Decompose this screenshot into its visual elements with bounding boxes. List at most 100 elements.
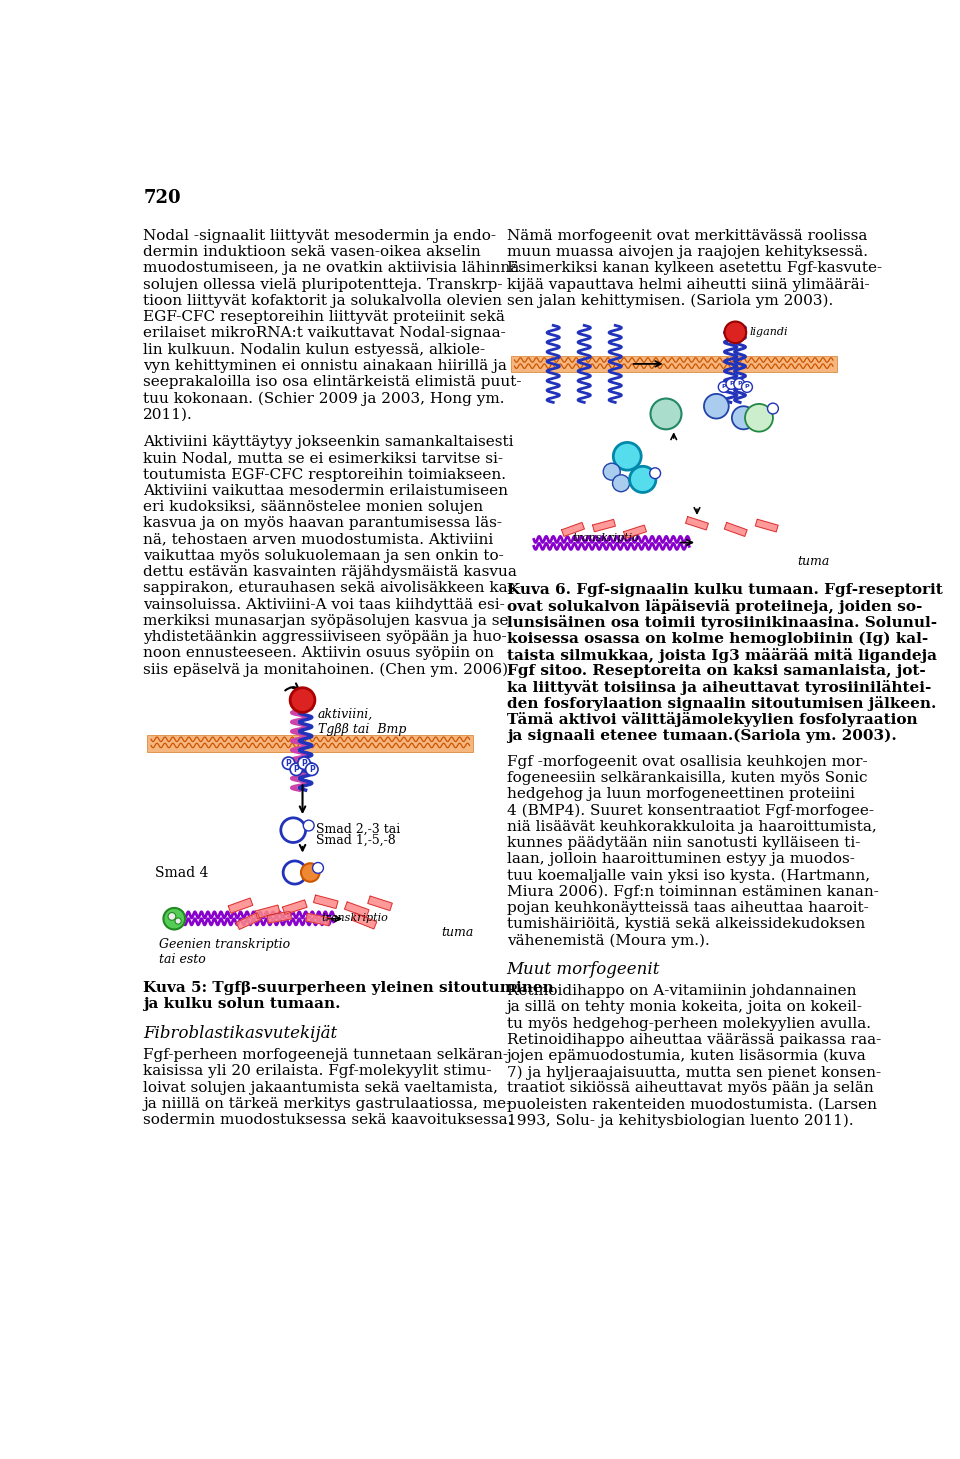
Text: tioon liittyvät kofaktorit ja solukalvolla olevien: tioon liittyvät kofaktorit ja solukalvol… <box>143 293 502 308</box>
Text: traatiot sikiössä aiheuttavat myös pään ja selän: traatiot sikiössä aiheuttavat myös pään … <box>507 1081 874 1096</box>
Text: P: P <box>301 759 307 767</box>
Circle shape <box>603 463 620 480</box>
Circle shape <box>298 757 310 769</box>
Text: Muut morfogeenit: Muut morfogeenit <box>507 961 660 978</box>
Circle shape <box>290 687 315 712</box>
Text: Retinoidihappo on A-vitamiinin johdannainen: Retinoidihappo on A-vitamiinin johdannai… <box>507 983 856 998</box>
Circle shape <box>168 912 176 921</box>
Text: muun muassa aivojen ja raajojen kehityksessä.: muun muassa aivojen ja raajojen kehityks… <box>507 245 868 260</box>
Circle shape <box>283 861 306 884</box>
Polygon shape <box>562 522 585 537</box>
Text: merkiksi munasarjan syöpäsolujen kasvua ja se: merkiksi munasarjan syöpäsolujen kasvua … <box>143 614 509 627</box>
Circle shape <box>163 907 185 929</box>
Text: kijää vapauttava helmi aiheutti siinä ylimääräi-: kijää vapauttava helmi aiheutti siinä yl… <box>507 277 870 292</box>
Circle shape <box>613 442 641 470</box>
Text: 7) ja hyljeraajaisuutta, mutta sen pienet konsen-: 7) ja hyljeraajaisuutta, mutta sen piene… <box>507 1065 881 1080</box>
Text: 720: 720 <box>143 188 180 207</box>
Bar <box>147 735 473 751</box>
Text: lunsisäinen osa toimii tyrosiinikinaasina. Solunul-: lunsisäinen osa toimii tyrosiinikinaasin… <box>507 616 937 630</box>
Text: muodostumiseen, ja ne ovatkin aktiivisia lähinnä: muodostumiseen, ja ne ovatkin aktiivisia… <box>143 261 519 276</box>
Text: vaikuttaa myös solukuolemaan ja sen onkin to-: vaikuttaa myös solukuolemaan ja sen onki… <box>143 549 504 563</box>
Polygon shape <box>267 912 292 924</box>
Text: P: P <box>771 406 776 411</box>
Text: Smad 1,-5,-8: Smad 1,-5,-8 <box>317 835 396 848</box>
Polygon shape <box>592 519 615 531</box>
Text: vainsoluissa. Aktiviini-A voi taas kiihdyttää esi-: vainsoluissa. Aktiviini-A voi taas kiihd… <box>143 598 505 611</box>
Text: Aktiviini käyttäytyy jokseenkin samankaltaisesti: Aktiviini käyttäytyy jokseenkin samankal… <box>143 435 514 449</box>
Text: ligandi: ligandi <box>750 327 788 337</box>
Polygon shape <box>236 913 260 929</box>
Text: dermin induktioon sekä vasen-oikea akselin: dermin induktioon sekä vasen-oikea aksel… <box>143 245 481 260</box>
Text: ka liittyvät toisiinsa ja aiheuttavat tyrosiinilähtei-: ka liittyvät toisiinsa ja aiheuttavat ty… <box>507 680 931 694</box>
Text: eri kudoksiksi, säännöstelee monien solujen: eri kudoksiksi, säännöstelee monien solu… <box>143 500 484 514</box>
Circle shape <box>745 404 773 432</box>
Text: ATP: ATP <box>706 401 727 411</box>
Text: Geenien transkriptio
tai esto: Geenien transkriptio tai esto <box>158 938 290 966</box>
Text: ja niillä on tärkeä merkitys gastrulaatiossa, me-: ja niillä on tärkeä merkitys gastrulaati… <box>143 1097 512 1110</box>
Text: P: P <box>286 759 292 767</box>
Polygon shape <box>228 899 252 913</box>
Text: Aktiviini vaikuttaa mesodermin erilaistumiseen: Aktiviini vaikuttaa mesodermin erilaistu… <box>143 484 508 498</box>
Text: P: P <box>730 381 733 387</box>
Text: Nodal -signaalit liittyvät mesodermin ja endo-: Nodal -signaalit liittyvät mesodermin ja… <box>143 229 496 244</box>
Circle shape <box>630 467 656 493</box>
Text: P: P <box>737 381 741 387</box>
Text: tu myös hedgehog-perheen molekyylien avulla.: tu myös hedgehog-perheen molekyylien avu… <box>507 1017 871 1030</box>
Polygon shape <box>368 896 393 910</box>
Text: sodermin muodostuksessa sekä kaavoituksessa.: sodermin muodostuksessa sekä kaavoitukse… <box>143 1113 513 1126</box>
Circle shape <box>305 763 318 776</box>
Circle shape <box>704 394 729 419</box>
Text: hedgehog ja luun morfogeneettinen proteiini: hedgehog ja luun morfogeneettinen protei… <box>507 788 854 801</box>
Text: P: P <box>653 471 658 476</box>
Text: 1993, Solu- ja kehitysbiologian luento 2011).: 1993, Solu- ja kehitysbiologian luento 2… <box>507 1115 853 1128</box>
Text: toutumista EGF-CFC resptoreihin toimiakseen.: toutumista EGF-CFC resptoreihin toimiaks… <box>143 468 506 481</box>
Text: 4 (BMP4). Suuret konsentraatiot Fgf-morfogee-: 4 (BMP4). Suuret konsentraatiot Fgf-morf… <box>507 804 874 818</box>
Text: Erk: Erk <box>634 474 652 484</box>
Text: seeprakaloilla iso osa elintärkeistä elimistä puut-: seeprakaloilla iso osa elintärkeistä eli… <box>143 375 521 390</box>
Text: den fosforylaation signaalin sitoutumisen jälkeen.: den fosforylaation signaalin sitoutumise… <box>507 696 936 711</box>
Text: loivat solujen jakaantumista sekä vaeltamista,: loivat solujen jakaantumista sekä vaelta… <box>143 1081 498 1094</box>
Circle shape <box>281 818 305 842</box>
Text: Retinoidihappo aiheuttaa väärässä paikassa raa-: Retinoidihappo aiheuttaa väärässä paikas… <box>507 1033 881 1046</box>
Text: MEK: MEK <box>746 413 772 422</box>
Polygon shape <box>725 522 747 537</box>
Text: 2011).: 2011). <box>143 407 193 422</box>
Text: dettu estävän kasvainten räjähdysmäistä kasvua: dettu estävän kasvainten räjähdysmäistä … <box>143 565 517 579</box>
Circle shape <box>767 403 779 414</box>
Text: ADP: ADP <box>612 479 630 487</box>
Text: P: P <box>316 865 321 871</box>
Polygon shape <box>306 913 330 925</box>
Text: yhdistetäänkin aggressiiviseen syöpään ja huo-: yhdistetäänkin aggressiiviseen syöpään j… <box>143 630 507 643</box>
Polygon shape <box>352 913 376 929</box>
Text: Smad 4: Smad 4 <box>155 865 208 880</box>
Text: pojan keuhkonäytteissä taas aiheuttaa haaroit-: pojan keuhkonäytteissä taas aiheuttaa ha… <box>507 900 869 915</box>
Circle shape <box>303 820 314 832</box>
Text: tuu kokonaan. (Schier 2009 ja 2003, Hong ym.: tuu kokonaan. (Schier 2009 ja 2003, Hong… <box>143 391 505 406</box>
Text: Miura 2006). Fgf:n toiminnan estäminen kanan-: Miura 2006). Fgf:n toiminnan estäminen k… <box>507 884 878 899</box>
Text: Nämä morfogeenit ovat merkittävässä roolissa: Nämä morfogeenit ovat merkittävässä rool… <box>507 229 867 244</box>
Text: Kuva 5: Tgfβ-suurperheen yleinen sitoutuminen: Kuva 5: Tgfβ-suurperheen yleinen sitoutu… <box>143 980 554 995</box>
Text: Fgf -morfogeenit ovat osallisia keuhkojen mor-: Fgf -morfogeenit ovat osallisia keuhkoje… <box>507 754 867 769</box>
Text: Erk: Erk <box>616 449 638 463</box>
Text: kunnes päädytään niin sanotusti kylläiseen ti-: kunnes päädytään niin sanotusti kylläise… <box>507 836 860 849</box>
Text: sappirakon, eturauhasen sekä aivolisäkkeen kas-: sappirakon, eturauhasen sekä aivolisäkke… <box>143 581 520 595</box>
Text: Kuva 6. Fgf-signaalin kulku tumaan. Fgf-reseptorit: Kuva 6. Fgf-signaalin kulku tumaan. Fgf-… <box>507 582 943 597</box>
Circle shape <box>651 398 682 429</box>
Text: ADP: ADP <box>732 413 755 422</box>
Text: kasvua ja on myös haavan parantumisessa läs-: kasvua ja on myös haavan parantumisessa … <box>143 516 502 531</box>
Circle shape <box>725 321 746 343</box>
Text: vyn kehittyminen ei onnistu ainakaan hiirillä ja: vyn kehittyminen ei onnistu ainakaan hii… <box>143 359 507 374</box>
Text: tumishäiriöitä, kystiä sekä alkeissidekudoksen: tumishäiriöitä, kystiä sekä alkeissideku… <box>507 918 865 931</box>
Text: Tämä aktivoi välittäjämolekyylien fosfolyraation: Tämä aktivoi välittäjämolekyylien fosfol… <box>507 712 918 728</box>
Text: laan, jolloin haaroittuminen estyy ja muodos-: laan, jolloin haaroittuminen estyy ja mu… <box>507 852 854 867</box>
Bar <box>511 356 837 372</box>
Text: solujen ollessa vielä pluripotentteja. Transkrp-: solujen ollessa vielä pluripotentteja. T… <box>143 277 503 292</box>
Circle shape <box>650 468 660 479</box>
Polygon shape <box>756 519 779 533</box>
Text: niä lisäävät keuhkorakkuloita ja haaroittumista,: niä lisäävät keuhkorakkuloita ja haaroit… <box>507 820 876 833</box>
Text: Fibroblastikasvutekijät: Fibroblastikasvutekijät <box>143 1024 337 1042</box>
Text: EGF-CFC reseptoreihin liittyvät proteiinit sekä: EGF-CFC reseptoreihin liittyvät proteiin… <box>143 311 505 324</box>
Text: kuin Nodal, mutta se ei esimerkiksi tarvitse si-: kuin Nodal, mutta se ei esimerkiksi tarv… <box>143 451 503 465</box>
Polygon shape <box>685 516 708 530</box>
Text: P: P <box>306 823 311 829</box>
